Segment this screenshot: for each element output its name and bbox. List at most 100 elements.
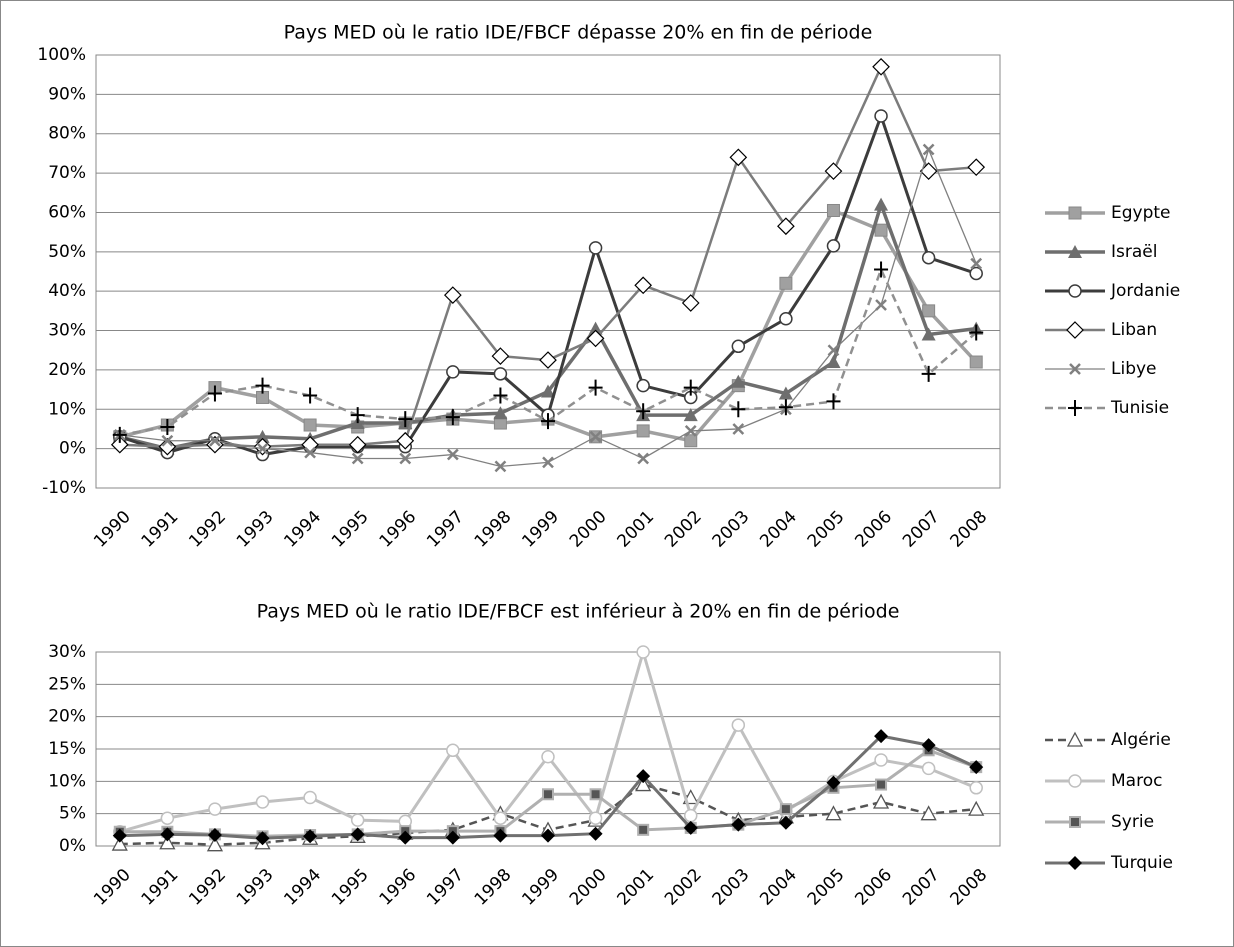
marker bbox=[681, 294, 700, 312]
marker bbox=[826, 203, 840, 217]
marker bbox=[684, 434, 698, 448]
marker bbox=[637, 452, 650, 465]
marker bbox=[777, 217, 795, 236]
marker bbox=[445, 409, 460, 426]
legend-label: Turquie bbox=[1110, 853, 1173, 873]
marker bbox=[968, 800, 985, 816]
marker bbox=[493, 828, 508, 843]
marker bbox=[683, 408, 698, 422]
legend-marker bbox=[1068, 206, 1082, 220]
y-tick-label: 0% bbox=[59, 439, 86, 459]
marker bbox=[920, 805, 937, 821]
marker bbox=[826, 393, 841, 410]
y-tick-label: 60% bbox=[48, 202, 86, 222]
marker bbox=[493, 406, 508, 420]
legend-label: Tunisie bbox=[1110, 398, 1169, 418]
marker bbox=[112, 828, 127, 843]
marker bbox=[350, 827, 365, 842]
marker bbox=[160, 827, 175, 842]
marker bbox=[446, 743, 460, 758]
y-tick-label: 15% bbox=[48, 739, 86, 759]
marker bbox=[350, 813, 365, 827]
marker bbox=[542, 456, 554, 469]
marker bbox=[255, 831, 270, 846]
marker bbox=[826, 239, 841, 253]
marker bbox=[779, 803, 792, 816]
marker bbox=[303, 829, 318, 844]
marker bbox=[399, 452, 412, 465]
marker bbox=[874, 223, 888, 237]
legend-marker bbox=[1069, 816, 1081, 828]
marker bbox=[731, 817, 746, 832]
marker bbox=[731, 339, 746, 354]
marker bbox=[588, 826, 603, 841]
legend-marker bbox=[1066, 731, 1084, 747]
marker bbox=[969, 324, 984, 341]
marker bbox=[922, 304, 936, 318]
marker bbox=[304, 446, 316, 459]
marker bbox=[778, 386, 793, 400]
marker bbox=[827, 344, 840, 357]
marker bbox=[683, 379, 698, 396]
marker bbox=[969, 760, 984, 775]
marker bbox=[636, 645, 650, 659]
marker bbox=[159, 834, 176, 850]
y-tick-label: 20% bbox=[48, 360, 86, 380]
marker bbox=[303, 790, 317, 805]
marker bbox=[589, 430, 602, 443]
marker bbox=[494, 460, 507, 473]
legend-marker bbox=[1068, 856, 1082, 870]
marker bbox=[967, 158, 986, 177]
marker bbox=[684, 425, 697, 437]
y-tick-label: 0% bbox=[59, 836, 86, 856]
legend-marker bbox=[1066, 321, 1084, 339]
marker bbox=[541, 384, 555, 398]
marker bbox=[493, 387, 508, 404]
y-tick-label: 70% bbox=[48, 163, 86, 183]
marker bbox=[826, 355, 841, 369]
marker bbox=[542, 788, 554, 801]
marker bbox=[398, 411, 413, 428]
marker bbox=[731, 374, 746, 388]
marker bbox=[969, 266, 983, 281]
y-tick-label: 10% bbox=[48, 771, 86, 791]
marker bbox=[825, 805, 842, 821]
marker bbox=[683, 820, 698, 835]
marker bbox=[255, 795, 270, 809]
marker bbox=[731, 718, 746, 732]
legend-marker bbox=[1068, 245, 1082, 258]
y-tick-label: 40% bbox=[48, 281, 86, 301]
marker bbox=[778, 399, 793, 416]
legend-label: Liban bbox=[1111, 320, 1157, 340]
marker bbox=[160, 418, 175, 435]
marker bbox=[586, 329, 605, 348]
legend-marker bbox=[1068, 774, 1082, 788]
marker bbox=[348, 435, 367, 454]
y-tick-label: 90% bbox=[48, 84, 86, 104]
marker bbox=[161, 434, 174, 447]
marker bbox=[588, 321, 603, 335]
marker bbox=[732, 423, 745, 435]
plot-area bbox=[95, 651, 1001, 847]
y-tick-label: 25% bbox=[48, 674, 86, 694]
marker bbox=[731, 401, 746, 418]
marker bbox=[541, 750, 555, 764]
legend-label: Egypte bbox=[1111, 203, 1171, 223]
marker bbox=[683, 808, 698, 823]
marker bbox=[778, 815, 793, 830]
marker bbox=[635, 776, 652, 792]
marker bbox=[921, 365, 936, 382]
marker bbox=[874, 109, 888, 123]
marker bbox=[588, 241, 603, 255]
marker bbox=[256, 442, 269, 455]
marker bbox=[446, 448, 459, 461]
marker bbox=[209, 434, 221, 447]
marker bbox=[970, 257, 983, 270]
legend-label: Syrie bbox=[1111, 812, 1154, 832]
marker bbox=[541, 828, 555, 843]
y-tick-label: 80% bbox=[48, 124, 86, 144]
marker bbox=[446, 365, 460, 379]
y-tick-label: 5% bbox=[59, 804, 86, 824]
marker bbox=[636, 769, 651, 784]
